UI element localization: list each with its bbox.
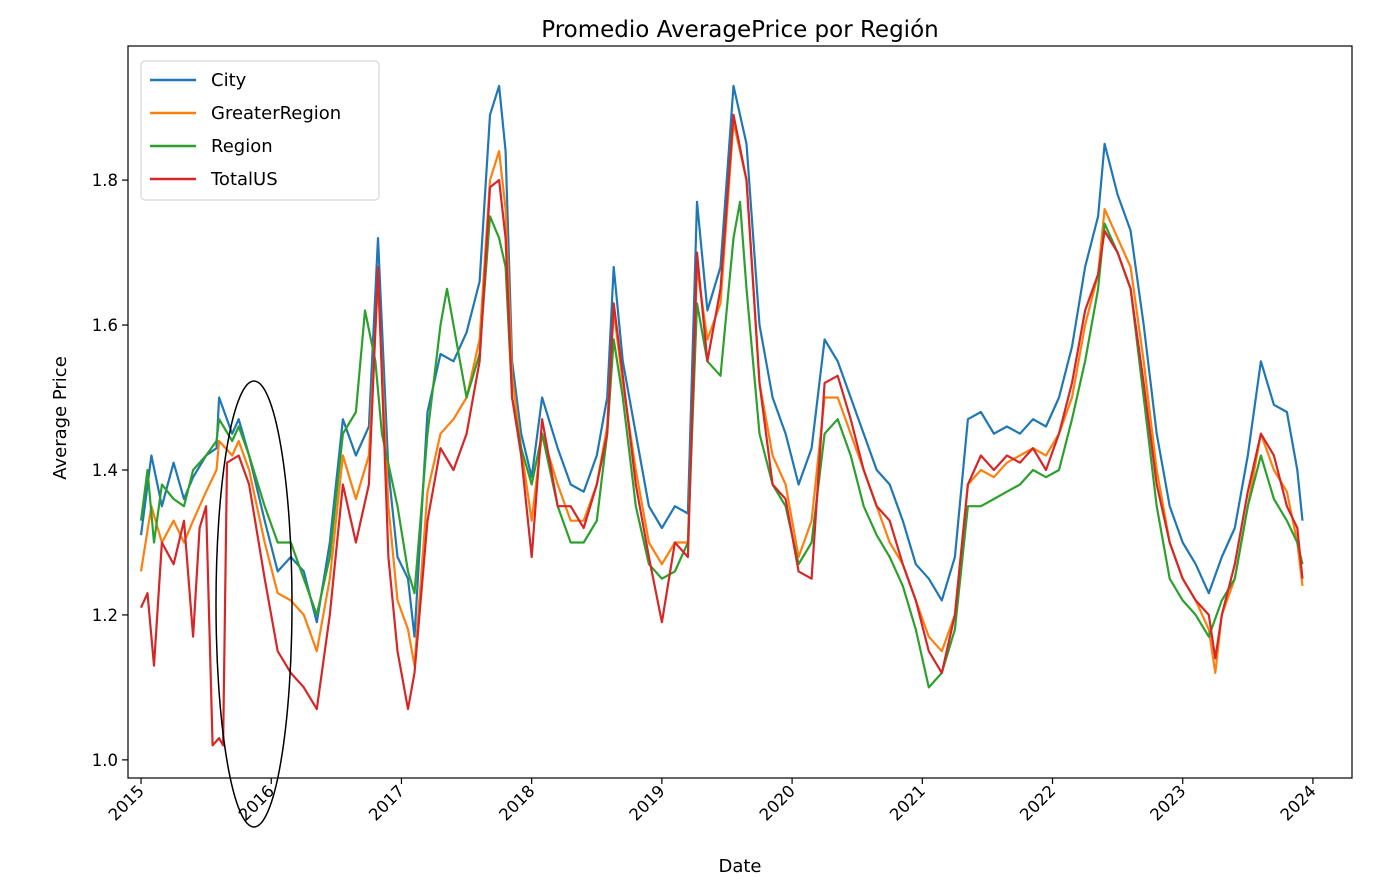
- annotation-ellipse: [215, 380, 293, 828]
- legend-box: [140, 60, 380, 201]
- legend-label-totalus: TotalUS: [210, 169, 278, 190]
- x-tick-label: 2022: [1016, 781, 1059, 824]
- y-tick-label: 1.6: [92, 316, 118, 335]
- x-tick-label: 2024: [1277, 781, 1320, 824]
- legend: City GreaterRegion Region TotalUS: [140, 60, 380, 201]
- x-axis-label: Date: [718, 856, 761, 877]
- x-tick-label: 2019: [626, 781, 669, 824]
- y-tick-label: 1.4: [92, 461, 118, 480]
- x-tick-label: 2023: [1146, 781, 1189, 824]
- x-tick-label: 2020: [756, 781, 799, 824]
- y-tick-label: 1.2: [92, 606, 118, 625]
- x-tick-label: 2018: [495, 781, 538, 824]
- x-tick-label: 2017: [365, 781, 408, 824]
- legend-label-city: City: [211, 70, 247, 91]
- x-tick-label: 2015: [105, 781, 148, 824]
- legend-label-greaterregion: GreaterRegion: [211, 103, 341, 124]
- chart-title: Promedio AveragePrice por Región: [541, 17, 938, 43]
- series-layer: [139, 84, 1304, 747]
- y-tick-label: 1.0: [92, 751, 118, 770]
- y-tick-label: 1.8: [92, 171, 118, 190]
- x-axis-ticks: 2015 2016 2017 2018 2019 2020 2021 2022 2023 2024: [105, 778, 1320, 825]
- x-tick-label: 2021: [886, 781, 929, 824]
- legend-label-region: Region: [211, 136, 273, 157]
- series-line-region: [139, 200, 1304, 689]
- y-axis-label: Average Price: [50, 356, 71, 480]
- y-axis-ticks: 1.0 1.2 1.4 1.6 1.8: [92, 171, 128, 770]
